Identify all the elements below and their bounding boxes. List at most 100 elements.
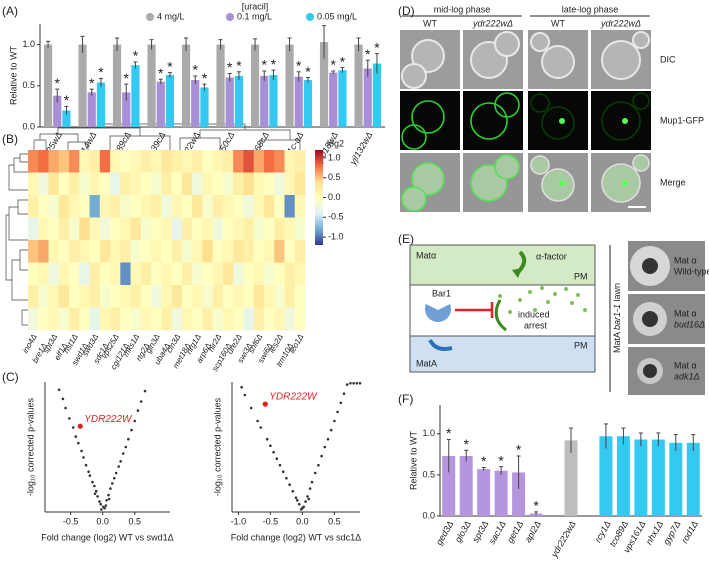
point bbox=[349, 382, 352, 385]
heatmap-cell bbox=[161, 172, 172, 196]
heatmap-cell bbox=[161, 307, 172, 331]
mat-alpha-cell bbox=[409, 244, 596, 286]
heatmap-cell bbox=[253, 262, 265, 286]
bar bbox=[165, 75, 175, 127]
bar bbox=[78, 44, 87, 127]
point bbox=[84, 463, 88, 467]
cell-label: MatA bbox=[416, 358, 437, 368]
point bbox=[301, 506, 304, 510]
point bbox=[355, 382, 359, 385]
heatmap-cell bbox=[140, 262, 152, 286]
heatmap-cell bbox=[79, 262, 90, 286]
legend-label: 0.1 mg/L bbox=[237, 11, 272, 21]
cell bbox=[601, 40, 641, 80]
heatmap-cell bbox=[89, 285, 101, 308]
heatmap-cell bbox=[181, 240, 193, 263]
heatmap-cell bbox=[110, 307, 121, 331]
heatmap-cell bbox=[140, 217, 152, 241]
bar bbox=[564, 440, 578, 516]
bar bbox=[294, 76, 303, 127]
heatmap-cell bbox=[263, 307, 275, 331]
heatmap-cell bbox=[130, 307, 142, 331]
significance-star: * bbox=[167, 58, 173, 74]
x-axis-label: Fold change (log2) WT vs sdc1Δ bbox=[231, 532, 361, 542]
point bbox=[127, 437, 130, 441]
heatmap-cell bbox=[274, 240, 285, 263]
significance-star: * bbox=[481, 453, 487, 469]
bar bbox=[96, 82, 106, 127]
heatmap-cell bbox=[151, 307, 162, 331]
point bbox=[133, 419, 137, 423]
heatmap-cell bbox=[89, 307, 101, 331]
heatmap-cell bbox=[89, 240, 101, 263]
point bbox=[105, 499, 108, 502]
y-tick-label: 1.0 bbox=[422, 428, 435, 438]
significance-star: * bbox=[64, 92, 70, 108]
point bbox=[100, 508, 103, 511]
heatmap-cell bbox=[120, 262, 131, 286]
heatmap-cell bbox=[274, 262, 285, 286]
vacuole-spot bbox=[622, 118, 628, 124]
arrowhead bbox=[512, 268, 522, 278]
x-tick-label: 0.0 bbox=[96, 516, 109, 526]
heatmap-cell bbox=[243, 262, 255, 286]
point bbox=[124, 445, 128, 449]
significance-star: * bbox=[463, 436, 469, 452]
membrane-label: PM bbox=[574, 340, 588, 350]
x-tick-label: sac1Δ bbox=[487, 519, 508, 546]
colorbar-label: log2 bbox=[327, 138, 344, 148]
heatmap-cell bbox=[212, 240, 224, 263]
heatmap-cell bbox=[99, 217, 111, 241]
heatmap-cell bbox=[233, 172, 244, 196]
heatmap-cell bbox=[243, 150, 255, 173]
heatmap-cell bbox=[110, 240, 121, 263]
heatmap-cell bbox=[69, 195, 80, 218]
heatmap-cell bbox=[171, 262, 183, 286]
heatmap-cell bbox=[171, 217, 183, 241]
heatmap-cell bbox=[212, 217, 224, 241]
x-tick-label: 0.5 bbox=[128, 516, 141, 526]
micrograph bbox=[591, 91, 651, 150]
heatmap-cell bbox=[38, 285, 49, 308]
point bbox=[240, 385, 243, 389]
point bbox=[64, 406, 67, 410]
heatmap-cell bbox=[151, 240, 162, 263]
heatmap-cell bbox=[181, 285, 193, 308]
heatmap-cell bbox=[222, 150, 234, 173]
heatmap-cell bbox=[58, 195, 70, 218]
point bbox=[339, 401, 343, 405]
point bbox=[310, 480, 314, 484]
dendrogram bbox=[5, 153, 28, 326]
point bbox=[294, 496, 298, 500]
bar bbox=[225, 77, 234, 127]
heatmap-cell bbox=[48, 307, 60, 331]
point bbox=[61, 397, 65, 401]
point bbox=[306, 495, 309, 498]
heatmap-cell bbox=[294, 217, 306, 241]
heatmap-cell bbox=[294, 150, 306, 173]
heatmap-cell bbox=[222, 307, 234, 331]
panel-label: (F) bbox=[398, 392, 413, 406]
heatmap-cell bbox=[274, 217, 285, 241]
cell bbox=[632, 31, 650, 49]
point bbox=[281, 470, 285, 474]
heatmap-cell bbox=[99, 172, 111, 196]
legend-swatch bbox=[146, 13, 154, 21]
point bbox=[297, 502, 301, 506]
point bbox=[256, 419, 259, 423]
point bbox=[82, 456, 85, 459]
heatmap-cell bbox=[38, 307, 49, 331]
point bbox=[272, 450, 275, 454]
highlight-point bbox=[77, 423, 83, 429]
vacuole-spot bbox=[622, 180, 628, 186]
bar bbox=[686, 442, 700, 516]
heatmap-cell bbox=[202, 240, 213, 263]
heatmap-cell bbox=[202, 262, 213, 286]
strain-label: WT bbox=[423, 18, 437, 28]
heatmap-cell bbox=[38, 195, 49, 218]
heatmap-cell bbox=[28, 307, 39, 331]
heatmap-cell bbox=[212, 262, 224, 286]
heatmap-cell bbox=[28, 217, 39, 241]
legend-title: [uracil] bbox=[242, 1, 269, 11]
